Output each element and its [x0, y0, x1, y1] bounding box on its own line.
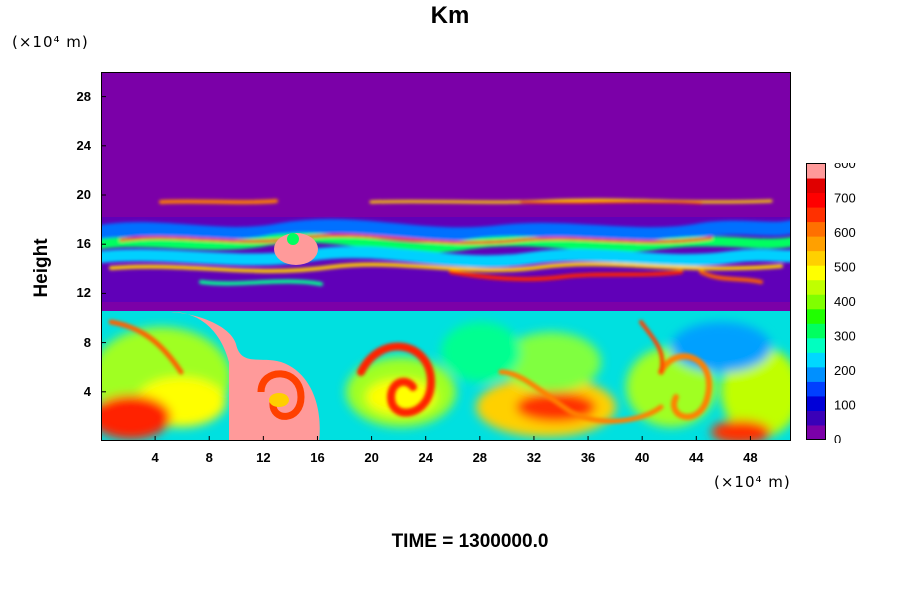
colorbar-swatch	[806, 424, 826, 440]
x-axis-unit: (×10⁴ m)	[714, 473, 791, 491]
colorbar-swatch	[806, 294, 826, 310]
high-km-plume	[171, 312, 320, 441]
x-tick-label: 16	[310, 450, 325, 465]
colorbar-swatch	[806, 192, 826, 208]
band-stream	[109, 262, 783, 273]
band-streak	[369, 198, 773, 204]
lower-layer	[101, 310, 791, 441]
y-tick-label: 16	[76, 236, 91, 252]
x-tick-label: 48	[743, 450, 758, 465]
colorbar-tick-label: 800	[834, 163, 856, 171]
region-red	[101, 395, 171, 439]
y-tick-label: 24	[76, 137, 91, 153]
colorbar-labels: 800 700 600 500 400 300 200 100 0	[834, 163, 856, 443]
vortex-ring	[357, 342, 436, 417]
x-tick-label: 20	[364, 450, 379, 465]
colorbar-swatch	[806, 250, 826, 266]
colorbar-tick-label: 500	[834, 260, 856, 275]
colorbar-tick-label: 300	[834, 329, 856, 344]
x-tick-label: 32	[526, 450, 542, 465]
colorbar-swatch	[806, 366, 826, 382]
x-tick-marks	[154, 436, 751, 441]
band-stream	[199, 279, 323, 286]
plot-frame	[101, 72, 791, 441]
band-stream	[119, 233, 713, 245]
region-blue	[671, 322, 771, 372]
x-tick-label: 36	[580, 450, 596, 465]
chart-title: Km	[430, 2, 470, 29]
colorbar-swatch	[806, 236, 826, 252]
colorbar-swatch	[806, 279, 826, 295]
colorbar-tick-label: 700	[834, 191, 856, 206]
colorbar-swatch	[806, 163, 826, 179]
plume-core	[269, 393, 289, 407]
region-green	[501, 332, 601, 392]
y-tick-label: 4	[83, 383, 91, 399]
band-stream	[101, 246, 791, 268]
colorbar-swatch	[806, 381, 826, 397]
vortex-ring	[658, 353, 712, 420]
plume-edge	[639, 320, 665, 374]
region-red	[711, 420, 771, 441]
band-stream	[101, 232, 791, 253]
plume-edge	[108, 319, 184, 375]
band-streak	[520, 200, 702, 204]
band-stream	[449, 270, 683, 282]
colorbar-swatch	[806, 265, 826, 281]
x-tick-label: 40	[634, 450, 650, 465]
heatmap-plot	[101, 72, 791, 441]
y-tick-label: 28	[76, 88, 91, 104]
plume-edge	[498, 369, 664, 424]
colorbar: 800 700 600 500 400 300 200 100 0	[806, 163, 856, 443]
x-tick-label: 12	[256, 450, 271, 465]
y-tick-label: 20	[76, 187, 91, 202]
quiet-gap	[101, 305, 791, 311]
band-stream	[101, 219, 791, 242]
band-streak	[159, 199, 278, 205]
colorbar-tick-label: 0	[834, 432, 841, 443]
y-tick-marks	[101, 96, 106, 393]
time-label: TIME = 1300000.0	[391, 531, 549, 552]
x-tick-label: 8	[205, 450, 213, 465]
colorbar-swatches	[806, 163, 826, 440]
colorbar-frame	[806, 163, 826, 440]
colorbar-swatch	[806, 337, 826, 353]
colorbar-swatch	[806, 221, 826, 237]
colorbar-tick-label: 200	[834, 363, 856, 378]
colorbar-tick-label: 400	[834, 294, 856, 309]
band-stream	[699, 270, 763, 284]
colorbar-swatch	[806, 323, 826, 339]
y-axis-label: Height	[31, 238, 52, 298]
y-tick-label: 12	[76, 285, 91, 301]
plume-spiral	[257, 370, 305, 420]
colorbar-tick-label: 100	[834, 398, 856, 413]
colorbar-tick-label: 600	[834, 225, 856, 240]
colorbar-swatch	[806, 352, 826, 368]
band-hotspot	[287, 233, 299, 245]
band-hotspot	[274, 233, 318, 265]
colorbar-swatch	[806, 395, 826, 411]
colorbar-swatch	[806, 410, 826, 426]
y-tick-label: 8	[83, 334, 91, 350]
turbulent-band	[101, 198, 791, 302]
colorbar-swatch	[806, 178, 826, 194]
x-tick-label: 24	[418, 450, 433, 465]
region-green	[441, 322, 521, 382]
x-tick-label: 4	[151, 450, 159, 465]
colorbar-swatch	[806, 308, 826, 324]
y-axis-unit: (×10⁴ m)	[12, 33, 89, 51]
x-tick-label: 28	[472, 450, 488, 465]
colorbar-swatch	[806, 207, 826, 223]
x-tick-label: 44	[689, 450, 704, 465]
